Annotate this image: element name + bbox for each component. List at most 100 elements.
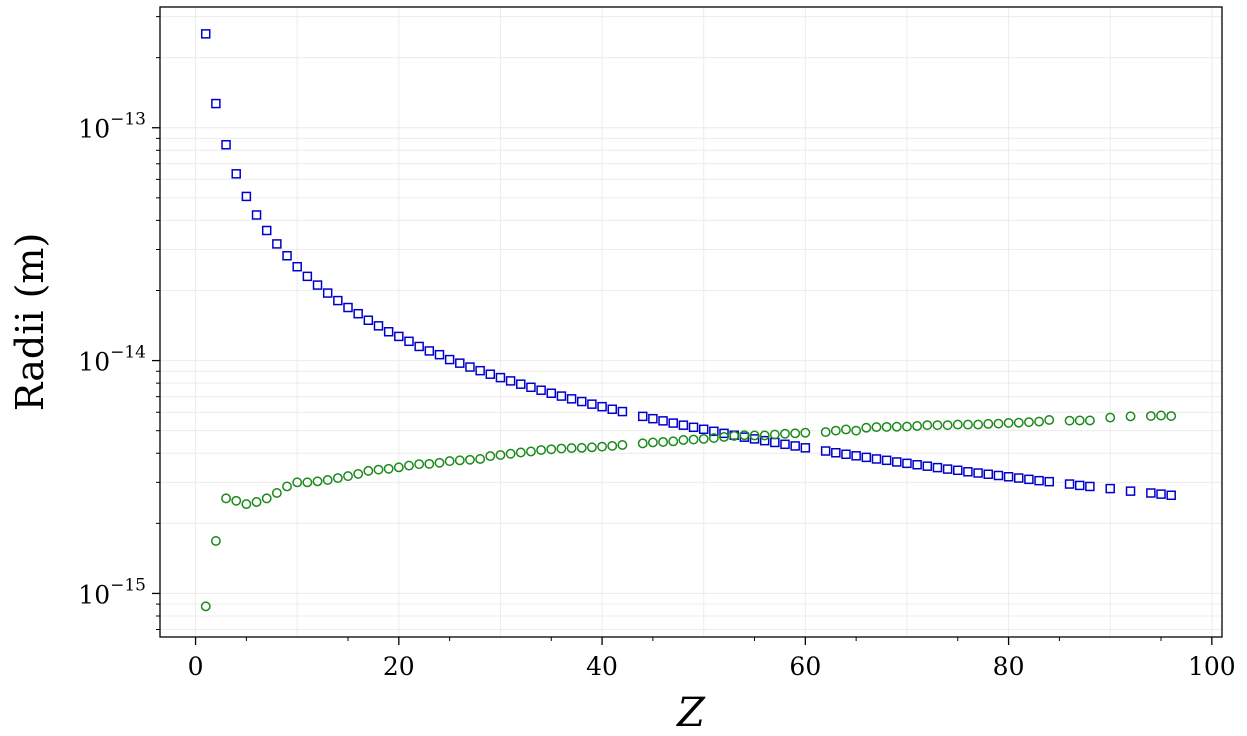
square-marker [709,426,719,437]
square-marker [333,295,343,306]
square-marker [800,443,811,453]
circle-marker [647,437,658,448]
circle-marker [1105,412,1116,423]
square-marker [1125,486,1136,496]
circle-marker [322,475,333,485]
square-marker [637,411,648,422]
y-tick-label: 10−14 [78,343,146,377]
circle-marker [556,443,567,454]
circle-marker [1074,415,1085,426]
circle-marker [485,451,496,462]
circle-marker [1125,411,1136,422]
square-marker [861,452,872,463]
square-marker [455,358,465,368]
circle-marker [881,421,892,432]
circle-marker [759,430,770,441]
square-marker [282,250,292,261]
circle-marker [922,420,933,431]
circle-marker [719,431,729,442]
circle-marker [271,488,282,498]
x-tick-label: 40 [586,652,618,681]
circle-marker [617,440,628,450]
circle-marker [891,421,902,432]
circle-marker [668,436,679,447]
square-marker [892,457,902,467]
y-tick-label: 10−13 [78,110,146,144]
circle-marker [973,419,984,430]
square-marker [831,447,841,458]
circle-marker [912,420,923,431]
circle-marker [871,422,882,433]
circle-marker [698,433,709,444]
circle-marker [424,458,435,469]
circle-marker [800,427,811,438]
square-marker [200,29,211,39]
circle-marker [729,430,740,441]
square-marker [607,404,617,415]
square-marker [526,382,536,393]
square-marker [424,346,435,356]
x-axis-title: Z [675,690,706,736]
square-marker [963,467,973,477]
circle-marker [1013,417,1024,428]
circle-marker [546,444,557,455]
square-marker [1064,479,1075,489]
square-marker [597,401,607,412]
circle-marker [434,457,445,468]
square-marker [871,454,882,464]
square-marker [759,435,770,446]
square-marker [475,365,485,376]
y-tick-label: 10−15 [78,575,146,609]
square-marker [363,315,374,326]
square-marker [617,406,628,417]
square-marker [373,321,384,331]
square-marker [648,413,658,424]
square-marker [942,464,953,474]
square-marker [983,469,994,479]
square-marker [434,349,445,360]
square-marker [1146,488,1156,498]
square-marker [485,369,496,379]
circle-marker [312,476,323,487]
circle-marker [576,442,587,453]
circle-marker [1084,415,1095,426]
square-marker [444,354,455,365]
square-marker [577,396,587,407]
circle-marker [1034,416,1045,427]
square-marker [546,388,557,398]
square-marker [1034,475,1044,486]
square-marker [719,428,729,439]
circle-marker [210,536,221,546]
square-marker [272,239,282,249]
square-marker [902,458,912,469]
circle-marker [861,422,872,433]
square-marker [749,434,760,444]
circle-marker [962,419,973,430]
square-marker [953,465,963,476]
circle-marker [465,454,475,465]
square-marker [932,462,943,473]
square-marker [221,140,231,150]
square-marker [1003,472,1014,482]
circle-marker [495,450,506,460]
circle-marker [841,424,851,435]
circle-marker [942,420,953,431]
circle-marker [851,425,862,436]
square-marker [688,422,699,433]
square-marker [343,302,353,313]
square-marker [1166,490,1176,501]
square-marker [353,308,363,319]
square-marker [312,280,323,290]
plot-frame [159,6,1223,638]
circle-marker [1064,415,1075,426]
axis-ticks: 0 20 40 60 80 100 10−15 10−14 10−13 [78,16,1236,681]
circle-marker [343,471,353,482]
square-marker [698,424,709,435]
square-marker [993,470,1004,481]
square-marker [414,341,424,352]
square-marker [1024,474,1034,485]
circle-marker [536,445,547,455]
circle-marker [902,421,912,432]
circle-marker [952,419,963,430]
